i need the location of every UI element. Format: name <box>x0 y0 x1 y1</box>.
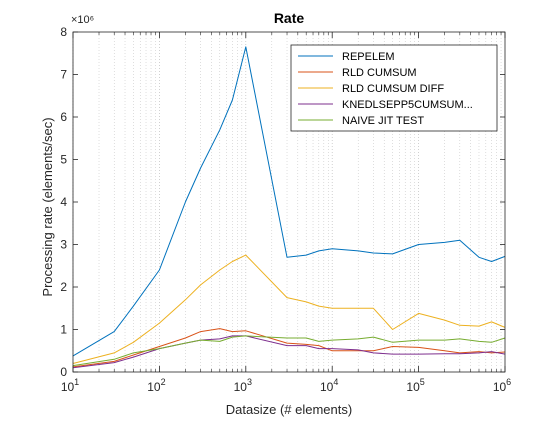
y-tick-label: 5 <box>60 153 67 167</box>
x-tick-label: 102 <box>147 377 165 394</box>
x-tick-label: 101 <box>61 377 79 394</box>
legend-item: RLD CUMSUM <box>298 67 417 79</box>
series-line-rld-cumsum <box>72 328 506 368</box>
y-tick-label: 4 <box>60 195 67 209</box>
legend-label: REPELEM <box>342 51 395 63</box>
y-tick-label: 3 <box>60 238 67 252</box>
chart-title: Rate <box>274 10 305 26</box>
y-axis-multiplier: ×10⁶ <box>71 14 94 26</box>
legend-item: REPELEM <box>298 51 395 63</box>
legend-item: RLD CUMSUM DIFF <box>298 83 444 95</box>
legend-label: RLD CUMSUM <box>342 67 417 79</box>
series-line-naive-jit-test <box>72 335 506 367</box>
x-axis-label: Datasize (# elements) <box>226 402 352 417</box>
series-line-rld-cumsum-diff <box>72 254 506 364</box>
x-tick-label: 106 <box>493 377 511 394</box>
y-tick-label: 0 <box>60 365 67 379</box>
legend-label: KNEDLSEPP5CUMSUM... <box>342 99 473 111</box>
series-line-repelem <box>72 46 506 357</box>
legend-item: KNEDLSEPP5CUMSUM... <box>298 99 473 111</box>
y-tick-label: 6 <box>60 110 67 124</box>
y-tick-label: 2 <box>60 280 67 294</box>
x-tick-label: 103 <box>234 377 252 394</box>
legend-label: NAIVE JIT TEST <box>342 115 424 127</box>
ticks-layer: 0 1 2 3 4 5 6 7 8 101 102 103 104 105 106 <box>60 25 511 394</box>
series-layer <box>72 46 506 369</box>
legend: REPELEM RLD CUMSUM RLD CUMSUM DIFF KNEDL… <box>290 44 498 132</box>
x-tick-label: 105 <box>406 377 424 394</box>
y-tick-label: 1 <box>60 323 67 337</box>
legend-label: RLD CUMSUM DIFF <box>342 83 444 95</box>
x-tick-label: 104 <box>320 377 338 394</box>
y-tick-label: 8 <box>60 25 67 39</box>
legend-item: NAIVE JIT TEST <box>298 115 424 127</box>
y-axis-label: Processing rate (elements/sec) <box>40 117 55 296</box>
y-tick-label: 7 <box>60 68 67 82</box>
